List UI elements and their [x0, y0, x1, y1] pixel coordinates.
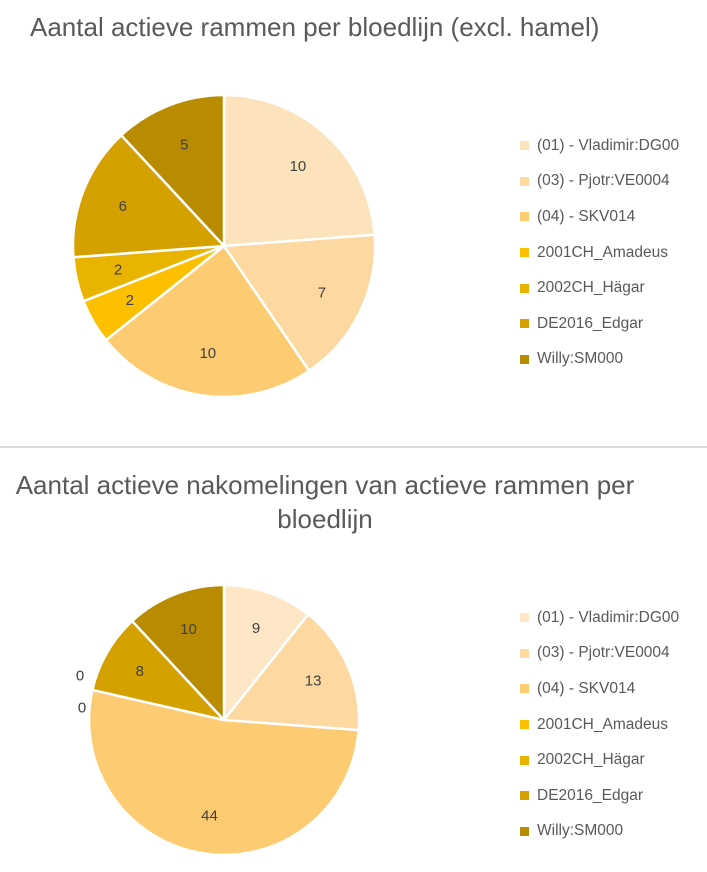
legend-swatch — [520, 648, 529, 658]
pie-slice-04-skv014 — [87, 688, 360, 857]
data-label-2001ch-amadeus: 0 — [76, 668, 84, 685]
legend-item-03-pjotr-ve0004: (03) - Pjotr:VE0004 — [520, 164, 679, 200]
legend-label: (03) - Pjotr:VE0004 — [537, 172, 670, 190]
pie-slice-de2016-edgar — [91, 619, 226, 722]
legend-swatch — [520, 755, 529, 765]
legend-item-01-vladimir-dg00: (01) - Vladimir:DG00 — [520, 600, 679, 636]
data-label-de2016-edgar: 8 — [136, 663, 144, 680]
panel-divider — [0, 446, 707, 448]
chart-title: Aantal actieve nakomelingen van actieve … — [15, 470, 635, 534]
legend-swatch — [520, 684, 529, 694]
legend-label: (01) - Vladimir:DG00 — [537, 136, 680, 154]
pie-slice-willy-sm000 — [120, 93, 226, 248]
legend-swatch — [520, 248, 529, 258]
legend-item-2001ch-amadeus: 2001CH_Amadeus — [520, 707, 679, 743]
data-label-willy-sm000: 10 — [180, 621, 197, 638]
legend-item-2002ch-h-gar: 2002CH_Hägar — [520, 270, 679, 306]
legend-label: 2001CH_Amadeus — [537, 243, 668, 261]
data-label-03-pjotr-ve0004: 13 — [305, 673, 322, 690]
legend-item-de2016-edgar: DE2016_Edgar — [520, 778, 679, 814]
legend-swatch — [520, 613, 529, 623]
legend-label: 2002CH_Hägar — [537, 279, 645, 297]
data-label-01-vladimir-dg00: 9 — [252, 620, 260, 637]
legend-label: (04) - SKV014 — [537, 679, 636, 697]
legend-item-willy-sm000: Willy:SM000 — [520, 342, 679, 378]
legend-item-01-vladimir-dg00: (01) - Vladimir:DG00 — [520, 128, 679, 164]
legend-label: Willy:SM000 — [537, 822, 624, 840]
legend-item-2002ch-h-gar: 2002CH_Hägar — [520, 742, 679, 778]
data-label-03-pjotr-ve0004: 7 — [318, 285, 326, 302]
pie-chart-rammen: 10 7 10 22 6 5 — [71, 93, 377, 399]
legend-label: (03) - Pjotr:VE0004 — [537, 644, 670, 662]
data-label-de2016-edgar: 6 — [119, 198, 127, 215]
legend-label: Willy:SM000 — [537, 350, 624, 368]
legend-item-2001ch-amadeus: 2001CH_Amadeus — [520, 235, 679, 271]
legend-item-03-pjotr-ve0004: (03) - Pjotr:VE0004 — [520, 636, 679, 672]
legend-swatch — [520, 212, 529, 222]
legend-item-04-skv014: (04) - SKV014 — [520, 199, 679, 235]
legend-swatch — [520, 141, 529, 151]
legend-swatch — [520, 283, 529, 293]
chart-legend: (01) - Vladimir:DG00 (03) - Pjotr:VE0004 (… — [520, 128, 679, 377]
data-label-willy-sm000: 5 — [180, 136, 188, 153]
pie-slice-willy-sm000 — [130, 583, 226, 722]
data-label-04-skv014: 44 — [201, 808, 218, 825]
pie-slice-01-vladimir-dg00 — [222, 93, 376, 248]
legend-label: DE2016_Edgar — [537, 786, 643, 804]
pie-slice-01-vladimir-dg00 — [222, 583, 310, 722]
legend-swatch — [520, 791, 529, 801]
legend-item-willy-sm000: Willy:SM000 — [520, 814, 679, 850]
pie-slice-03-pjotr-ve0004 — [222, 233, 377, 373]
legend-label: 2001CH_Amadeus — [537, 715, 668, 733]
data-label-2002ch-h-gar: 2 — [114, 262, 122, 279]
legend-label: (04) - SKV014 — [537, 207, 636, 225]
legend-swatch — [520, 826, 529, 836]
legend-label: 2002CH_Hägar — [537, 751, 645, 769]
data-label-01-vladimir-dg00: 10 — [290, 158, 307, 175]
chart-legend: (01) - Vladimir:DG00 (03) - Pjotr:VE0004 (… — [520, 600, 679, 849]
legend-label: (01) - Vladimir:DG00 — [537, 608, 680, 626]
legend-item-04-skv014: (04) - SKV014 — [520, 671, 679, 707]
pie-slice-04-skv014 — [104, 244, 311, 399]
pie-slice-03-pjotr-ve0004 — [222, 613, 361, 732]
legend-item-de2016-edgar: DE2016_Edgar — [520, 306, 679, 342]
legend-swatch — [520, 319, 529, 329]
legend-swatch — [520, 720, 529, 730]
data-label-04-skv014: 10 — [199, 345, 216, 362]
legend-swatch — [520, 176, 529, 186]
chart-panel-rammen: Aantal actieve rammen per bloedlijn (exc… — [30, 12, 679, 399]
data-label-2001ch-amadeus: 2 — [126, 292, 134, 309]
pie-chart-nakomelingen: 9 13 44 0 0 8 10 — [76, 583, 361, 857]
legend-label: DE2016_Edgar — [537, 314, 643, 332]
chart-title: Aantal actieve rammen per bloedlijn (exc… — [30, 12, 600, 42]
data-label-2002ch-h-gar: 0 — [78, 700, 86, 717]
pie-slice-de2016-edgar — [71, 134, 226, 259]
chart-panel-nakomelingen: Aantal actieve nakomelingen van actieve … — [0, 448, 707, 872]
legend-swatch — [520, 354, 529, 364]
